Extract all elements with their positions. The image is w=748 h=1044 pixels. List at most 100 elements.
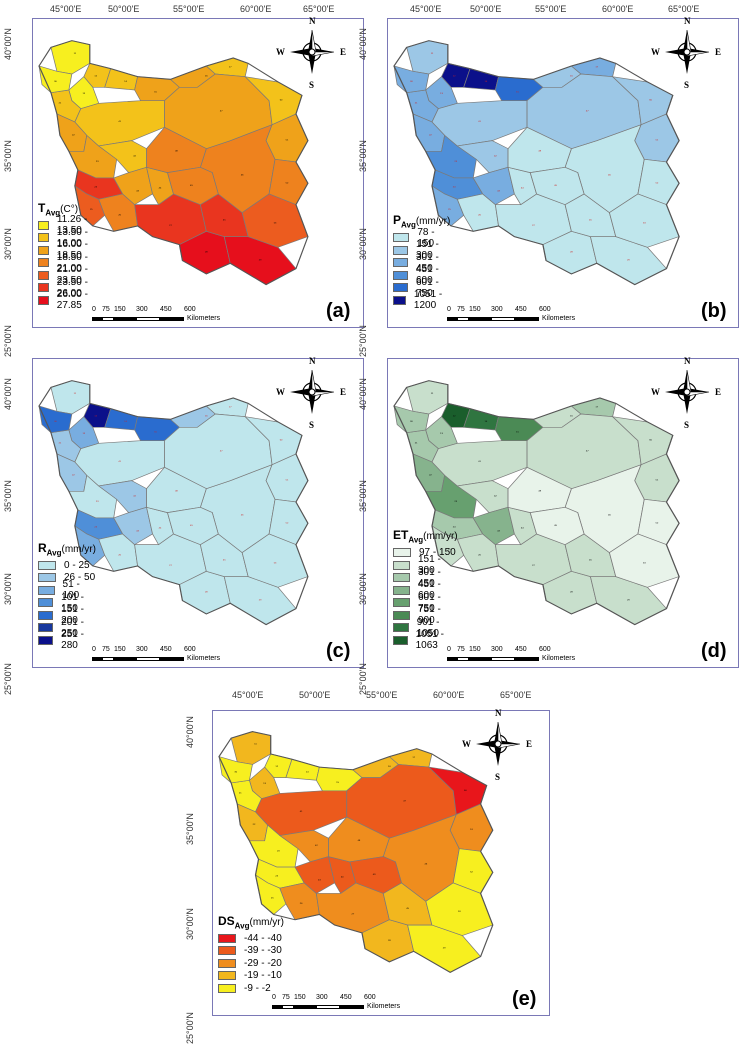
region-label: 44 [341,877,344,879]
legend-swatch [38,270,49,280]
legend-range-label: 11.26 - 13.50 [56,214,88,237]
scale-tick-label: 300 [491,646,503,653]
region-41 [431,99,528,146]
scale-segment [340,1004,364,1009]
region-49 [166,166,219,205]
legend-title: TAvg(C°) [38,201,89,217]
region-label: 49 [190,185,193,187]
compass-letter-e: E [526,739,533,749]
region-label: 45 [589,219,593,221]
region-label: 24 [453,526,457,528]
legend-item: 301 - 450 [393,252,450,274]
region-label: 22 [429,474,433,476]
compass-letter-w: W [276,47,285,57]
region-30 [393,405,430,433]
scale-segment [515,316,539,321]
legend-swatch [38,220,49,230]
region-label: 41 [118,461,121,463]
latitude-tick-label: 40°00'N [358,378,368,410]
region-label: 44 [158,187,161,189]
region-label: 46 [608,174,612,176]
panel-label: (e) [512,988,537,1010]
scale-tick-label: 75 [282,994,290,1001]
legend-range-label: 301 - 450 [418,566,441,589]
legend-item: 601 - 750 [393,592,458,614]
legend: TAvg(C°) 11.26 - 13.50 13.50 - 16.00 16.00 … [38,201,89,311]
region-map: 11 12 13 14 15 16 17 21 22 23 24 25 26 27 28 29 30 41 42 43… [37,39,309,285]
region-label: 23 [454,501,458,503]
longitude-tick-label: 60°00'E [240,4,272,14]
legend-swatch [393,233,410,243]
legend-range-label: 13.50 - 16.00 [56,226,88,249]
region-label: 45 [223,559,226,561]
region-label: 23 [96,501,99,503]
scale-tick-label: 75 [102,646,110,653]
longitude-tick-label: 50°00'E [470,4,502,14]
scale-segment [515,656,539,661]
region-label: 13 [82,93,85,95]
region-label: 53 [458,911,461,913]
legend-range-label: 26 - 50 [64,572,96,584]
legend-item: 1051 - 1200 [393,289,450,311]
legend-swatch [393,548,411,558]
longitude-tick-label: 60°00'E [602,4,634,14]
scale-tick-label: 300 [316,994,328,1001]
region-label: 60 [279,439,282,441]
legend-title-unit: (C°) [60,203,79,215]
latitude-tick-label: 35°00'N [3,480,13,512]
legend-swatch [393,560,410,570]
region-label: 12 [275,766,278,768]
legend-swatch [38,610,54,620]
scale-bar-segments: Kilometers [92,655,220,662]
legend-item: 601 - 750 [393,277,450,299]
scale-segment [160,316,184,321]
scale-tick-labels: 0 75 150 300 450 600 [92,306,220,315]
compass-rose-icon: N S E W [651,356,721,430]
scale-tick-label: 600 [364,994,376,1001]
region-41 [431,439,528,486]
legend-item: 151 - 200 [38,604,96,626]
legend-swatch [393,258,408,268]
longitude-tick-label: 55°00'E [366,690,398,700]
legend: DSAvg(mm/yr) -44 - -40 -39 - -30 -29 - -20-… [218,914,284,996]
legend-title-variable: DS [218,913,235,928]
legend-range-label: 97 - 150 [419,547,456,559]
legend-swatch [393,573,410,583]
legend-title-subscript: Avg [408,535,424,545]
latitude-tick-label: 30°00'N [185,908,195,940]
region-label: 48 [538,490,542,492]
region-label: 47 [220,110,223,112]
region-label: 24 [94,526,97,528]
legend-title-subscript: Avg [401,220,416,230]
compass-letter-e: E [340,387,347,397]
region-label: 41 [478,461,482,463]
legend-swatch [38,573,56,583]
scale-tick-label: 150 [114,646,126,653]
region-label: 30 [234,772,237,774]
legend-title-unit: (mm/yr) [415,216,451,227]
legend-swatch [393,245,408,255]
scale-bar-segments: Kilometers [447,655,575,662]
region-label: 42 [315,845,318,847]
scale-tick-labels: 0 75 150 300 450 600 [447,306,575,315]
legend-range-label: 201 - 250 [61,616,84,639]
legend-title-subscript: Avg [46,547,62,557]
region-label: 43 [497,190,501,192]
region-label: 25 [271,898,274,900]
region-label: 16 [570,415,574,417]
region-49 [529,166,585,205]
region-label: 26 [300,903,303,905]
region-label: 53 [273,222,276,224]
region-label: 43 [136,530,139,532]
scale-tick-label: 150 [294,994,306,1001]
legend-title: DSAvg(mm/yr) [218,914,284,930]
scale-segment [160,656,184,661]
scale-tick-label: 600 [184,646,196,653]
legend-swatch [38,245,49,255]
legend-item: -44 - -40 [218,933,284,944]
legend-swatch [38,623,54,633]
region-41 [254,790,347,837]
legend-title-subscript: Avg [45,207,61,217]
region-label: 24 [275,876,278,878]
region-label: 13 [82,433,85,435]
